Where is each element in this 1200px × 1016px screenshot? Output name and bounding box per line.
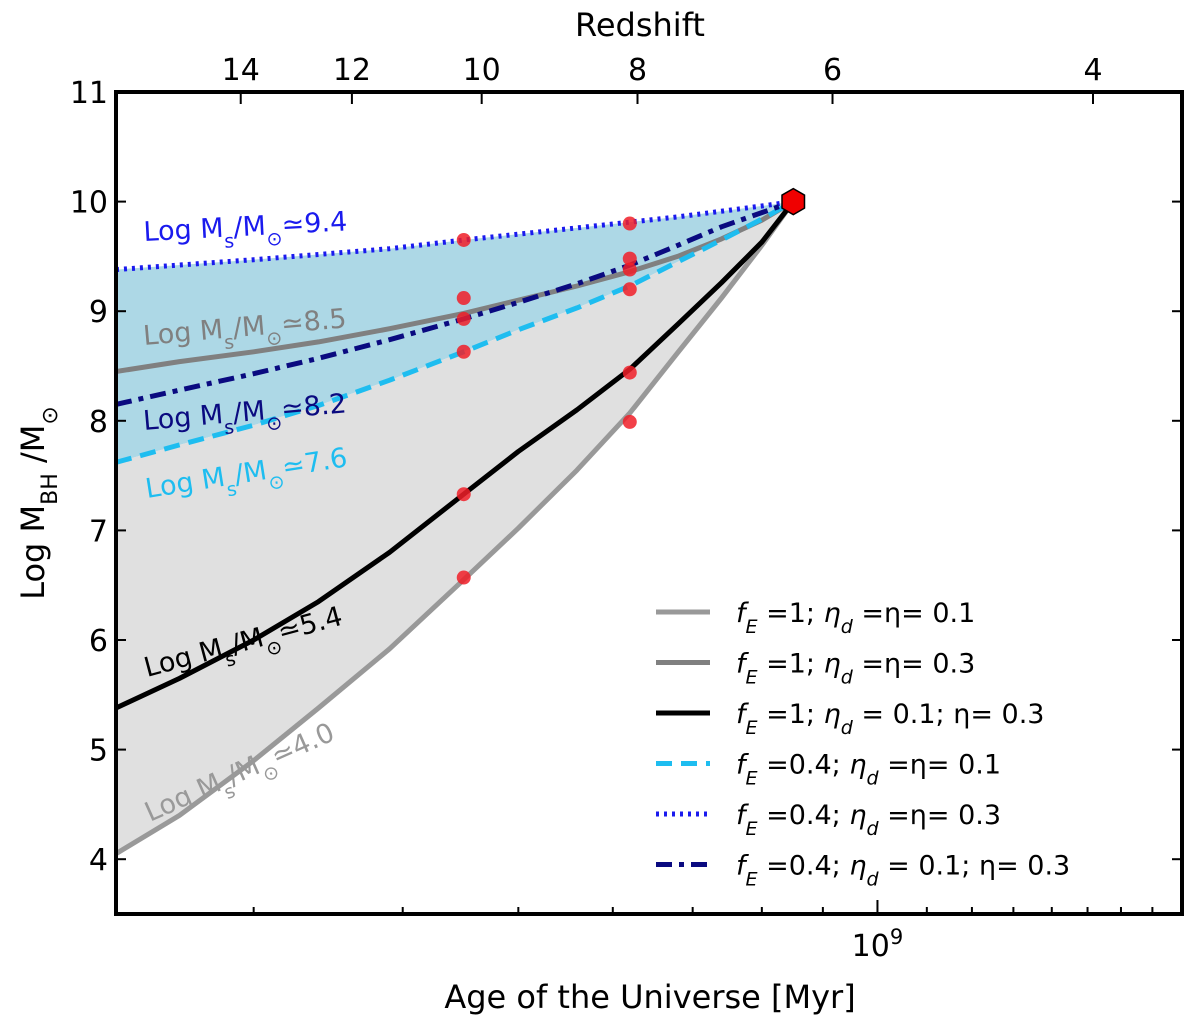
tick-labels: 4 5 6 7 8 9 10 11 109 14 12 10 8 6 4	[70, 53, 1103, 964]
redshift-tick-label: 8	[628, 53, 647, 88]
series-lines	[116, 199, 796, 856]
red-marker	[622, 251, 637, 266]
redshift-tick-label: 12	[333, 53, 371, 88]
y-tick-label: 8	[89, 405, 108, 440]
series-line-1	[116, 200, 796, 856]
data-markers	[456, 187, 806, 585]
series-line-5	[116, 199, 794, 273]
series-line-3	[116, 200, 796, 711]
series-line-6	[116, 199, 795, 407]
y-tick-label: 10	[70, 186, 108, 221]
final-point-hexagon	[781, 187, 806, 216]
x-tick-label: 109	[852, 925, 904, 964]
shaded-region-2	[116, 201, 794, 854]
redshift-tick-label: 14	[222, 53, 260, 88]
red-marker	[622, 282, 637, 297]
y-tick-label: 5	[89, 734, 108, 769]
red-marker	[456, 232, 471, 247]
red-marker	[622, 262, 637, 277]
y-tick-label: 6	[89, 624, 108, 659]
red-marker	[456, 311, 471, 326]
legend-label: fE =1; ηd = 0.1; η= 0.3	[736, 699, 1044, 739]
red-marker	[622, 216, 637, 231]
series-line-2	[116, 199, 795, 374]
legend-label: fE =1; ηd =η= 0.1	[736, 598, 975, 638]
red-marker	[456, 291, 471, 306]
curve-label: Log Ms/M⊙≃8.5	[142, 303, 349, 361]
y-axis-title: Log MBH /M⊙	[14, 406, 63, 600]
red-marker	[622, 414, 637, 429]
redshift-tick-label: 6	[823, 53, 842, 88]
legend: fE =1; ηd =η= 0.1 fE =1; ηd =η= 0.3 fE =1;…	[656, 598, 1070, 891]
y-tick-label: 11	[70, 76, 108, 111]
curve-label: Log Ms/M⊙≃9.4	[143, 206, 349, 257]
red-marker	[456, 344, 471, 359]
legend-label: fE =1; ηd =η= 0.3	[736, 649, 975, 689]
redshift-tick-label: 4	[1083, 53, 1102, 88]
top-axis-title: Redshift	[575, 6, 705, 44]
red-marker	[456, 570, 471, 585]
legend-label: fE =0.4; ηd =η= 0.3	[736, 800, 1001, 840]
y-tick-label: 9	[89, 295, 108, 330]
redshift-tick-label: 10	[463, 53, 501, 88]
legend-label: fE =0.4; ηd =η= 0.1	[736, 750, 1001, 790]
curve-label: Log Ms/M⊙≃8.2	[142, 388, 349, 446]
shaded-regions	[116, 201, 794, 854]
red-marker	[622, 365, 637, 380]
legend-label: fE =0.4; ηd = 0.1; η= 0.3	[736, 851, 1070, 891]
y-tick-label: 4	[89, 843, 108, 878]
plot-frame	[114, 90, 1184, 916]
x-axis-title: Age of the Universe [Myr]	[444, 978, 855, 1016]
y-tick-label: 7	[89, 514, 108, 549]
red-marker	[456, 487, 471, 502]
